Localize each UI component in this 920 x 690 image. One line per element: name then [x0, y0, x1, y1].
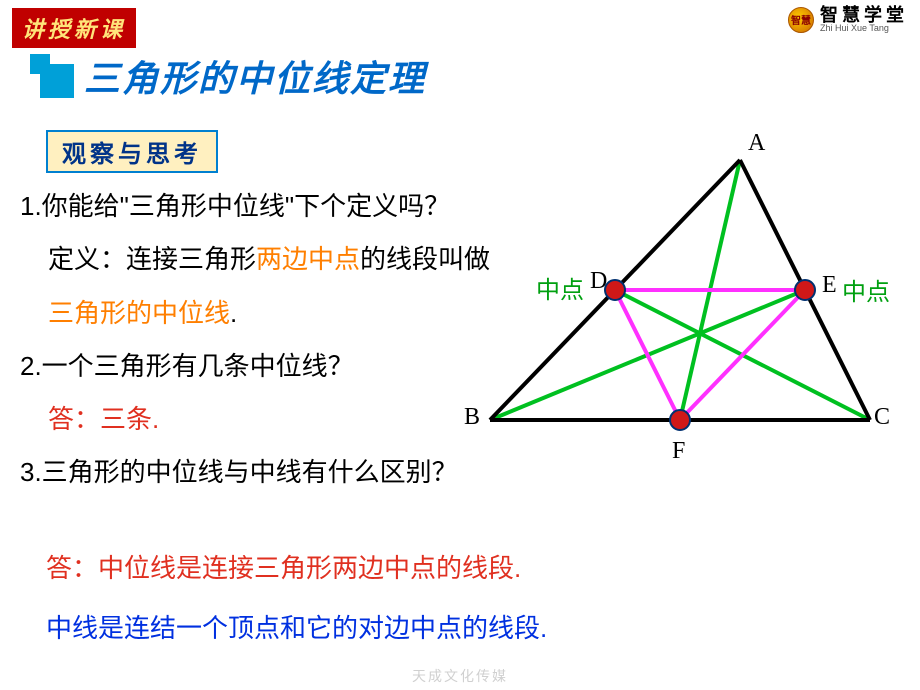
lesson-badge: 讲授新课 [12, 8, 136, 48]
content-body: 1.你能给"三角形中位线"下个定义吗？ 定义：连接三角形两边中点的线段叫做 三角… [20, 180, 500, 500]
answer-3: 答：中位线是连接三角形两边中点的线段. [46, 548, 521, 590]
midpoint-label-E: 中点 [842, 272, 890, 307]
def-part-a: 定义：连接三角形 [48, 244, 256, 274]
title-row: 三角形的中位线定理 [30, 50, 426, 102]
label-A: A [748, 130, 765, 157]
question-3: 3.三角形的中位线与中线有什么区别？ [20, 446, 500, 499]
logo-main: 智慧学堂 [820, 6, 908, 24]
brand-logo: 智慧 智慧学堂 Zhi Hui Xue Tang [788, 6, 908, 33]
title-icon [30, 54, 74, 98]
label-D: D [590, 268, 607, 295]
def-line2-suffix: . [230, 298, 237, 328]
definition-line1: 定义：连接三角形两边中点的线段叫做 [20, 233, 500, 286]
label-E: E [822, 272, 837, 299]
answer-3b: 中线是连结一个顶点和它的对边中点的线段. [46, 608, 547, 650]
label-F: F [672, 438, 685, 465]
watermark: 天成文化传媒 [412, 666, 508, 686]
triangle-diagram: A B C D E F 中点 中点 [450, 120, 910, 500]
logo-sub: Zhi Hui Xue Tang [820, 24, 908, 33]
label-C: C [874, 404, 890, 431]
question-2: 2.一个三角形有几条中位线？ [20, 340, 500, 393]
midpoint-label-D: 中点 [536, 270, 584, 305]
answer-2: 答：三条. [20, 393, 500, 446]
subhead: 观察与思考 [46, 130, 218, 173]
label-B: B [464, 404, 480, 431]
def-line2: 三角形的中位线 [48, 298, 230, 328]
logo-text: 智慧学堂 Zhi Hui Xue Tang [820, 6, 908, 33]
definition-line2: 三角形的中位线. [20, 287, 500, 340]
logo-icon: 智慧 [788, 7, 814, 33]
question-1: 1.你能给"三角形中位线"下个定义吗？ [20, 180, 500, 233]
page-title: 三角形的中位线定理 [84, 50, 426, 102]
def-part-b: 两边中点 [256, 244, 360, 274]
